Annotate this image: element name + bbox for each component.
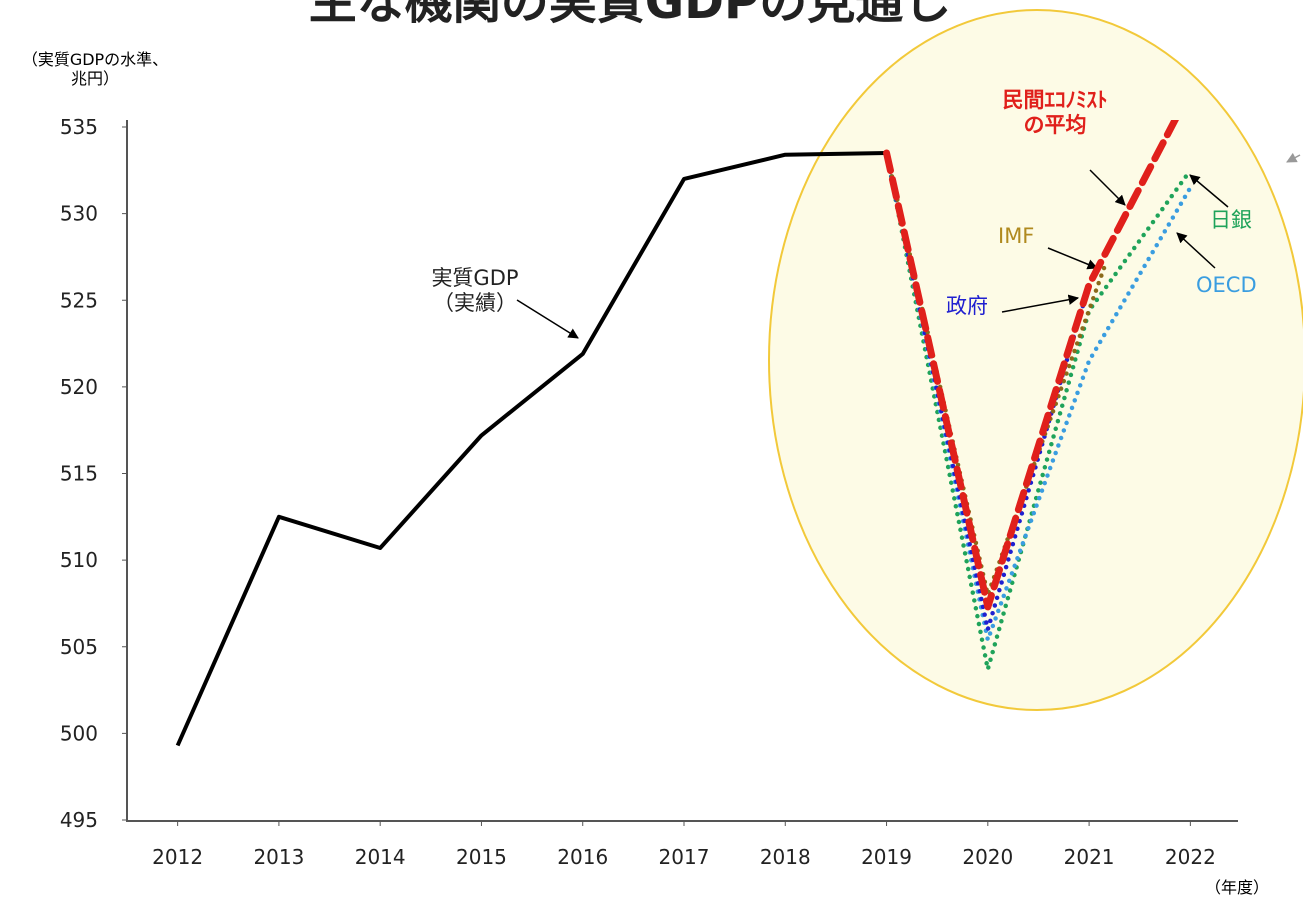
x-tick-label: 2012 — [152, 845, 203, 869]
y-tick-label: 500 — [60, 721, 98, 745]
series-label: 民間ｴｺﾉﾐｽﾄ の平均 — [1002, 88, 1108, 138]
series-line — [175, 150, 887, 747]
highlight-ellipse — [768, 9, 1303, 711]
x-tick-label: 2017 — [659, 845, 710, 869]
x-tick-label: 2018 — [760, 845, 811, 869]
y-tick-label: 495 — [60, 808, 98, 832]
y-tick-label: 520 — [60, 375, 98, 399]
y-tick-label: 505 — [60, 635, 98, 659]
y-tick-label: 515 — [60, 462, 98, 486]
x-tick-label: 2019 — [861, 845, 912, 869]
series-label: IMF — [998, 224, 1035, 248]
x-tick-label: 2016 — [557, 845, 608, 869]
x-tick-label: 2020 — [962, 845, 1013, 869]
y-axis-label: （実質GDPの水準、 兆円） — [21, 50, 169, 89]
chart-title: 主な機関の実質GDPの見通し — [309, 0, 951, 30]
x-tick-label: 2021 — [1064, 845, 1115, 869]
y-tick-label: 530 — [60, 202, 98, 226]
annotation-arrows — [516, 152, 1301, 339]
series-label: 日銀 — [1210, 208, 1252, 232]
series-line — [883, 120, 1179, 611]
series-label: 実質GDP （実績） — [431, 266, 519, 316]
plot-area — [175, 120, 1193, 747]
series-label: OECD — [1196, 273, 1257, 297]
y-tick-label: 510 — [60, 548, 98, 572]
x-tick-label: 2014 — [355, 845, 406, 869]
y-tick-label: 525 — [60, 288, 98, 312]
series-line — [884, 150, 1193, 672]
x-tick-label: 2013 — [253, 845, 304, 869]
x-tick-label: 2022 — [1165, 845, 1216, 869]
series-label: 政府 — [946, 294, 988, 318]
x-tick-label: 2015 — [456, 845, 507, 869]
x-axis-label: （年度） — [1205, 878, 1270, 897]
y-tick-label: 535 — [60, 115, 98, 139]
